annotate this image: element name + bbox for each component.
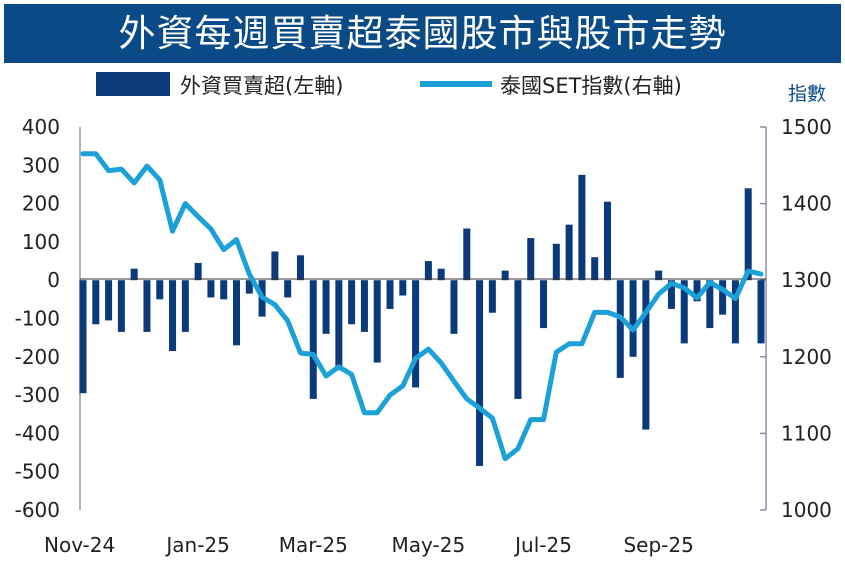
bar — [424, 261, 432, 281]
bar — [194, 262, 202, 281]
x-tick-label: May-25 — [392, 533, 466, 557]
left-tick-label: -300 — [15, 383, 60, 407]
right-axis-unit-label: 指數 — [788, 83, 826, 105]
right-tick-label: 1200 — [781, 345, 832, 369]
x-tick-label: Jan-25 — [164, 533, 230, 557]
left-tick-label: -100 — [15, 307, 60, 331]
bar — [719, 280, 727, 315]
x-tick-label: Nov-24 — [44, 533, 115, 557]
legend-bar-label: 外資買賣超(左軸) — [180, 74, 343, 98]
bar — [245, 280, 253, 294]
bar — [207, 280, 215, 298]
bar — [284, 280, 292, 298]
bar — [463, 228, 471, 281]
bar — [92, 280, 100, 325]
bar — [603, 201, 611, 281]
right-tick-label: 1000 — [781, 498, 832, 522]
bar — [591, 257, 599, 281]
bar — [680, 280, 688, 344]
bar — [527, 238, 535, 281]
legend-bar-swatch — [96, 72, 170, 96]
bar — [629, 280, 637, 357]
bar — [667, 280, 675, 309]
right-tick-label: 1400 — [781, 192, 832, 216]
bar — [616, 280, 624, 378]
bar — [79, 280, 87, 394]
x-tick-label: Mar-25 — [279, 533, 348, 557]
right-tick-label: 1300 — [781, 268, 832, 292]
left-tick-label: 400 — [22, 115, 60, 139]
x-tick-label: Sep-25 — [623, 533, 693, 557]
title-bar: 外資每週買賣超泰國股市與股市走勢 — [4, 4, 841, 63]
bar — [296, 255, 304, 281]
right-tick-label: 1500 — [781, 115, 832, 139]
left-tick-label: 0 — [47, 268, 60, 292]
bar — [437, 268, 445, 281]
bar — [655, 270, 663, 281]
bar — [360, 280, 368, 332]
bar — [105, 280, 113, 321]
bar — [220, 280, 228, 300]
left-tick-label: 300 — [22, 153, 60, 177]
left-tick-label: 100 — [22, 230, 60, 254]
bar — [156, 280, 164, 300]
bar — [169, 280, 177, 352]
bar — [348, 280, 356, 325]
bar — [130, 268, 138, 281]
bar — [399, 280, 407, 296]
bar — [731, 280, 739, 344]
left-tick-label: -400 — [15, 421, 60, 445]
left-tick-label: -600 — [15, 498, 60, 522]
x-tick-label: Jul-25 — [513, 533, 572, 557]
bar — [501, 270, 509, 281]
legend-line-label: 泰國SET指數(右軸) — [500, 74, 682, 98]
left-tick-label: -500 — [15, 460, 60, 484]
bar — [488, 280, 496, 313]
bar — [322, 280, 330, 334]
bar — [578, 174, 586, 281]
chart-title: 外資每週買賣超泰國股市與股市走勢 — [118, 12, 727, 55]
bar — [233, 280, 241, 346]
bar — [335, 280, 343, 371]
left-tick-label: 200 — [22, 192, 60, 216]
bar — [450, 280, 458, 334]
bar — [552, 243, 560, 281]
bar — [412, 280, 420, 388]
bar — [642, 280, 650, 430]
bar — [143, 280, 151, 332]
bar — [706, 280, 714, 329]
right-tick-label: 1100 — [781, 421, 832, 445]
bar — [309, 280, 317, 399]
bar — [693, 280, 701, 302]
bar — [744, 188, 752, 281]
bar — [181, 280, 189, 332]
bar — [271, 251, 279, 281]
bar — [565, 224, 573, 281]
bar — [373, 280, 381, 363]
bar — [476, 280, 484, 466]
bar — [757, 280, 765, 344]
set-index-line — [80, 151, 764, 462]
bar — [540, 280, 548, 329]
bar — [514, 280, 522, 399]
bar — [386, 280, 394, 309]
bar — [117, 280, 125, 332]
left-tick-label: -200 — [15, 345, 60, 369]
